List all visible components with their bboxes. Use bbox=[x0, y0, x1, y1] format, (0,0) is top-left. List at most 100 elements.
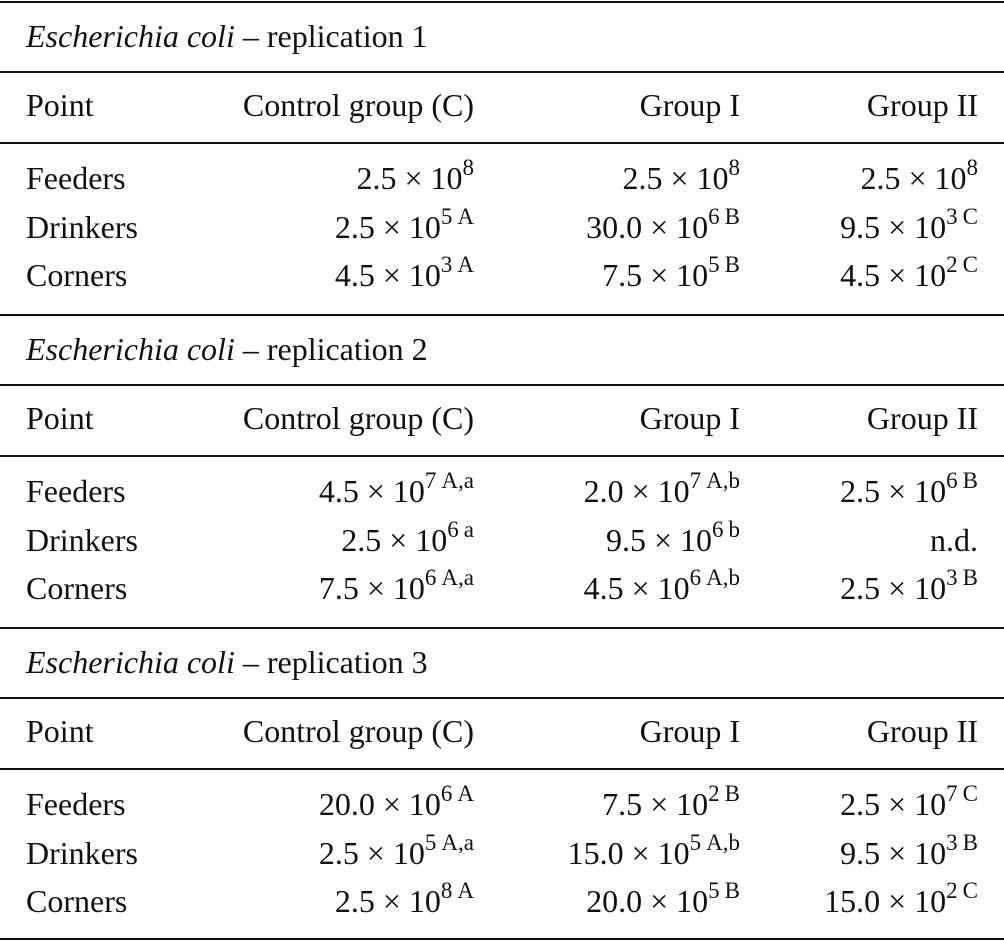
cell-value: 2.5 × 10 bbox=[860, 160, 967, 196]
cell: 20.0 × 106 A bbox=[318, 781, 474, 824]
cell-value: 9.5 × 10 bbox=[840, 208, 947, 245]
row-label: Feeders bbox=[26, 786, 126, 822]
cell: 2.5 × 107 C bbox=[840, 781, 978, 824]
cell: 2.5 × 106 a bbox=[341, 516, 474, 560]
cell-value: 7.5 × 10 bbox=[318, 570, 425, 606]
column-header: Group II bbox=[866, 400, 978, 436]
cell: 2.5 × 106 B bbox=[840, 468, 978, 511]
cell-value: 2.5 × 10 bbox=[840, 473, 947, 509]
significance-note: B bbox=[962, 565, 978, 590]
cell: 9.5 × 103 B bbox=[840, 829, 978, 873]
significance-note: C bbox=[962, 203, 978, 229]
significance-note: a bbox=[463, 516, 474, 542]
significance-note: A,b bbox=[706, 565, 740, 590]
exponent: 2 bbox=[946, 878, 958, 903]
rule-line bbox=[0, 1, 1004, 3]
significance-note: A,a bbox=[441, 829, 474, 855]
cell-value: 20.0 × 10 bbox=[586, 883, 709, 919]
exponent: 2 bbox=[946, 252, 958, 277]
cell-value: 4.5 × 10 bbox=[318, 473, 425, 509]
cell-value: 7.5 × 10 bbox=[602, 257, 709, 293]
title-label: – replication 1 bbox=[242, 18, 428, 54]
cell-value: 2.5 × 10 bbox=[334, 883, 441, 919]
exponent: 7 bbox=[946, 781, 958, 806]
cell: 2.5 × 105 A,a bbox=[318, 829, 474, 873]
exponent: 8 bbox=[440, 878, 453, 903]
cell-value: 30.0 × 10 bbox=[586, 208, 709, 245]
cell: n.d. bbox=[930, 520, 978, 560]
organism: Escherichia coli bbox=[26, 644, 235, 680]
row-label: Drinkers bbox=[26, 521, 138, 558]
cell: 20.0 × 105 B bbox=[586, 878, 740, 921]
significance-note: A,b bbox=[706, 468, 740, 493]
cell-value: 15.0 × 10 bbox=[567, 834, 690, 871]
rule-line bbox=[0, 697, 1004, 699]
exponent: 8 bbox=[966, 155, 979, 180]
significance-note: A bbox=[457, 878, 474, 903]
exponent: 5 bbox=[424, 829, 437, 855]
cell: 9.5 × 106 b bbox=[606, 516, 741, 560]
exponent: 3 bbox=[946, 565, 958, 590]
section-title: Escherichia coli – replication 2 bbox=[26, 329, 428, 369]
cell-value: 2.5 × 10 bbox=[840, 786, 947, 822]
exponent: 6 bbox=[424, 565, 437, 590]
column-header: Control group (C) bbox=[242, 400, 474, 436]
significance-note: b bbox=[728, 516, 741, 542]
cell: 2.5 × 103 B bbox=[840, 565, 978, 608]
rule-line bbox=[0, 314, 1004, 316]
significance-note: A bbox=[457, 252, 474, 277]
column-header: Group II bbox=[866, 87, 978, 123]
cell-value: 2.5 × 10 bbox=[341, 521, 448, 558]
exponent: 6 bbox=[946, 468, 958, 493]
title-label: – replication 3 bbox=[242, 644, 428, 680]
column-header: Point bbox=[26, 87, 94, 123]
rule-line bbox=[0, 71, 1004, 73]
exponent: 5 bbox=[708, 252, 720, 277]
rule-line bbox=[0, 938, 1004, 940]
row-label: Feeders bbox=[26, 160, 126, 196]
cell-value: 4.5 × 10 bbox=[334, 257, 441, 293]
cell: 4.5 × 103 A bbox=[334, 252, 474, 295]
significance-note: C bbox=[962, 781, 978, 806]
cell-value: n.d. bbox=[930, 521, 978, 558]
cell-value: 4.5 × 10 bbox=[583, 570, 690, 606]
exponent: 2 bbox=[708, 781, 720, 806]
section-title: Escherichia coli – replication 3 bbox=[26, 642, 428, 682]
column-header: Group I bbox=[639, 713, 740, 749]
rule-line bbox=[0, 142, 1004, 144]
rule-line bbox=[0, 384, 1004, 386]
organism: Escherichia coli bbox=[26, 18, 235, 54]
rule-line bbox=[0, 627, 1004, 629]
significance-note: A,a bbox=[441, 565, 474, 590]
significance-note: B bbox=[724, 781, 740, 806]
exponent: 5 bbox=[708, 878, 720, 903]
cell-value: 2.0 × 10 bbox=[583, 473, 690, 509]
significance-note: B bbox=[724, 878, 740, 903]
cell: 7.5 × 105 B bbox=[602, 252, 740, 295]
significance-note: C bbox=[962, 252, 978, 277]
row-label: Feeders bbox=[26, 473, 126, 509]
exponent: 3 bbox=[440, 252, 453, 277]
significance-note: A,a bbox=[441, 468, 474, 493]
significance-note: A bbox=[457, 203, 474, 229]
exponent: 8 bbox=[728, 155, 741, 180]
cell: 15.0 × 105 A,b bbox=[567, 829, 740, 873]
exponent: 5 bbox=[689, 829, 702, 855]
cell: 2.5 × 108 bbox=[860, 155, 979, 198]
cell: 4.5 × 106 A,b bbox=[583, 565, 740, 608]
cell-value: 4.5 × 10 bbox=[840, 257, 947, 293]
cell-value: 20.0 × 10 bbox=[318, 786, 441, 822]
exponent: 6 bbox=[689, 565, 702, 590]
exponent: 3 bbox=[946, 829, 958, 855]
exponent: 6 bbox=[708, 203, 720, 229]
cell-value: 2.5 × 10 bbox=[318, 834, 425, 871]
exponent: 6 bbox=[440, 781, 453, 806]
rule-line bbox=[0, 768, 1004, 770]
column-header: Group II bbox=[866, 713, 978, 749]
cell: 2.5 × 108 bbox=[356, 155, 474, 198]
organism: Escherichia coli bbox=[26, 331, 235, 367]
title-label: – replication 2 bbox=[242, 331, 428, 367]
cell: 2.5 × 108 bbox=[622, 155, 741, 198]
column-header: Point bbox=[26, 400, 94, 436]
